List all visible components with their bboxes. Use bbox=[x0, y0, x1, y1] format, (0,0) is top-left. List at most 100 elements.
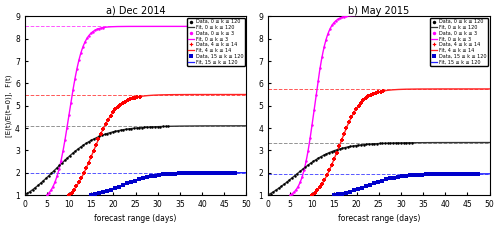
Point bbox=[114, 129, 122, 133]
Point bbox=[438, 172, 446, 176]
Point bbox=[84, 161, 92, 164]
Point bbox=[87, 155, 95, 159]
Point bbox=[293, 172, 301, 175]
Point bbox=[304, 163, 312, 167]
Point bbox=[358, 186, 366, 190]
Point bbox=[92, 192, 100, 196]
Point bbox=[111, 186, 119, 190]
Point bbox=[75, 180, 83, 184]
Point bbox=[342, 191, 350, 194]
Point bbox=[45, 174, 53, 178]
Point bbox=[310, 191, 318, 195]
Point bbox=[430, 172, 438, 176]
Point bbox=[79, 45, 87, 49]
Point bbox=[317, 155, 325, 158]
Point bbox=[89, 30, 97, 33]
Point bbox=[92, 143, 100, 147]
Legend: Data, 0 ≤ k ≤ 120, Fit, 0 ≤ k ≤ 120, Data, 0 ≤ k ≤ 3, Fit, 0 ≤ k ≤ 3, Data, 4 ≤ : Data, 0 ≤ k ≤ 120, Fit, 0 ≤ k ≤ 120, Dat… bbox=[430, 18, 488, 66]
Point bbox=[340, 15, 348, 19]
Point bbox=[288, 192, 296, 196]
Point bbox=[49, 185, 57, 188]
Point bbox=[112, 108, 120, 111]
Point bbox=[151, 125, 159, 128]
Point bbox=[75, 58, 83, 62]
Point bbox=[98, 134, 106, 137]
Point bbox=[348, 116, 356, 119]
Point bbox=[51, 180, 59, 184]
Point bbox=[360, 143, 368, 147]
Point bbox=[450, 172, 458, 176]
Point bbox=[325, 151, 333, 155]
Point bbox=[458, 172, 466, 176]
Point bbox=[124, 127, 132, 131]
Point bbox=[24, 191, 32, 195]
Point bbox=[270, 190, 278, 194]
Point bbox=[357, 101, 365, 105]
Point bbox=[57, 159, 65, 163]
Point bbox=[95, 27, 103, 30]
Point bbox=[58, 161, 66, 165]
Point bbox=[138, 126, 146, 129]
Title: b) May 2015: b) May 2015 bbox=[348, 5, 410, 16]
Point bbox=[301, 165, 309, 169]
Point bbox=[167, 172, 175, 176]
Point bbox=[394, 175, 402, 179]
Point bbox=[292, 188, 300, 191]
Point bbox=[398, 174, 406, 178]
Point bbox=[330, 149, 338, 153]
Point bbox=[290, 190, 298, 194]
Point bbox=[342, 14, 350, 18]
Point bbox=[410, 173, 418, 177]
Point bbox=[82, 166, 90, 170]
Point bbox=[70, 188, 78, 191]
Point bbox=[121, 100, 129, 103]
Point bbox=[335, 144, 343, 148]
Point bbox=[296, 180, 304, 184]
Point bbox=[354, 187, 362, 191]
Point bbox=[352, 144, 360, 147]
Point bbox=[93, 27, 101, 31]
Point bbox=[350, 189, 358, 192]
Point bbox=[126, 97, 134, 101]
Point bbox=[373, 142, 381, 145]
Point bbox=[320, 46, 328, 49]
Point bbox=[374, 90, 382, 94]
Point bbox=[56, 164, 64, 167]
Point bbox=[378, 179, 386, 183]
Point bbox=[282, 180, 290, 184]
Point bbox=[338, 138, 345, 142]
Point bbox=[109, 111, 117, 114]
Point bbox=[97, 26, 105, 30]
Point bbox=[372, 91, 380, 95]
Point bbox=[304, 149, 312, 153]
Point bbox=[266, 192, 274, 195]
Point bbox=[308, 193, 316, 197]
Point bbox=[148, 125, 156, 129]
Point bbox=[127, 127, 135, 130]
Point bbox=[462, 172, 470, 176]
Point bbox=[360, 98, 368, 102]
Point bbox=[376, 90, 384, 93]
Point bbox=[334, 193, 342, 196]
Point bbox=[298, 175, 306, 179]
Point bbox=[134, 95, 141, 99]
Point bbox=[418, 173, 426, 176]
Point bbox=[382, 178, 390, 181]
Point bbox=[346, 145, 354, 148]
Point bbox=[128, 97, 136, 100]
Point bbox=[316, 185, 324, 189]
Point bbox=[183, 171, 191, 175]
Point bbox=[115, 185, 123, 188]
Point bbox=[345, 120, 353, 124]
Point bbox=[52, 166, 60, 170]
Point bbox=[67, 101, 75, 104]
Point bbox=[381, 142, 389, 145]
Point bbox=[146, 125, 154, 129]
Point bbox=[219, 171, 227, 174]
Point bbox=[392, 141, 400, 145]
Point bbox=[143, 175, 151, 179]
Point bbox=[55, 168, 63, 171]
Point bbox=[151, 174, 159, 177]
Point bbox=[324, 32, 332, 35]
Point bbox=[140, 125, 148, 129]
